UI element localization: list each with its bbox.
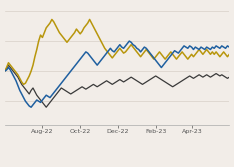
Line: S&P 500 Index: S&P 500 Index [5,65,229,107]
Line: JKC Pump Stock Index: JKC Pump Stock Index [5,41,229,107]
Legend: S&P 500 Index, JKC Valve Stock Index, JKC Pump Stock Index: S&P 500 Index, JKC Valve Stock Index, JK… [26,166,208,167]
Line: JKC Valve Stock Index: JKC Valve Stock Index [5,19,229,84]
